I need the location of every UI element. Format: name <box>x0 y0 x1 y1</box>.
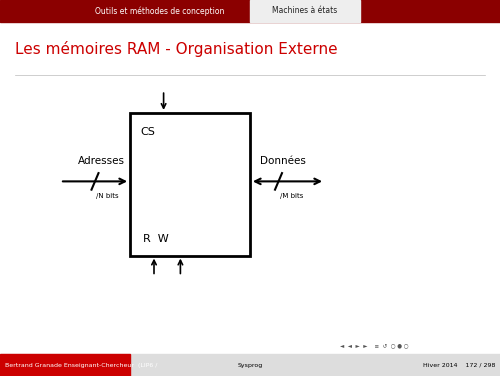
Text: R  W: R W <box>142 234 169 244</box>
Text: Outils et méthodes de conception: Outils et méthodes de conception <box>96 6 224 16</box>
Text: Sysprog: Sysprog <box>238 362 262 368</box>
Text: Les mémoires RAM - Organisation Externe: Les mémoires RAM - Organisation Externe <box>15 41 338 57</box>
Bar <box>250 0 360 22</box>
Text: Machines à états: Machines à états <box>272 6 338 15</box>
Bar <box>0 0 500 22</box>
Text: Données: Données <box>260 156 306 166</box>
Bar <box>0 354 500 376</box>
Bar <box>0 354 130 376</box>
Text: Hiver 2014    172 / 298: Hiver 2014 172 / 298 <box>422 362 495 368</box>
Text: /N bits: /N bits <box>96 193 119 199</box>
Bar <box>0 22 500 354</box>
Text: Bertrand Granade Enseignant-Chercheur  (LIP6 /: Bertrand Granade Enseignant-Chercheur (L… <box>5 362 158 368</box>
Text: CS: CS <box>140 127 155 136</box>
Text: /M bits: /M bits <box>280 193 303 199</box>
Text: ◄  ◄  ►  ►    ≡  ↺  ○ ● ○: ◄ ◄ ► ► ≡ ↺ ○ ● ○ <box>340 344 408 349</box>
Bar <box>130 113 250 256</box>
Text: Adresses: Adresses <box>78 156 125 166</box>
